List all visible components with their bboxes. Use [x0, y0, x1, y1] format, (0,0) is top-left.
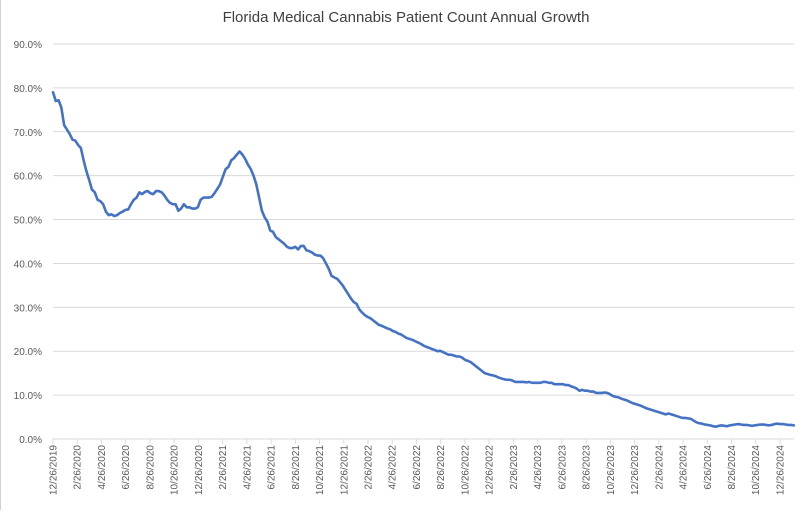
x-tick-label: 2/26/2023 [509, 445, 520, 490]
x-tick-label: 10/26/2021 [315, 445, 326, 495]
x-tick-label: 6/26/2021 [267, 445, 278, 490]
x-tick-label: 4/26/2022 [388, 445, 399, 490]
x-tick-label: 6/26/2023 [557, 445, 568, 490]
x-tick-label: 8/26/2024 [727, 445, 738, 490]
x-tick-label: 2/26/2020 [73, 445, 84, 490]
x-tick-label: 12/26/2022 [485, 445, 496, 495]
y-axis: 0.0% 10.0% 20.0% 30.0% 40.0% 50.0% 60.0% 70.0% 8… [14, 40, 42, 446]
x-tick-label: 8/26/2022 [436, 445, 447, 490]
y-tick-label: 10.0% [14, 391, 42, 402]
x-tick-label: 12/26/2020 [194, 445, 205, 495]
x-tick-label: 10/26/2023 [606, 445, 617, 495]
y-tick-label: 80.0% [14, 84, 42, 95]
window-edge-line [0, 0, 1, 510]
x-tick-label: 10/26/2020 [170, 445, 181, 495]
x-tick-label: 8/26/2021 [291, 445, 302, 490]
x-tick-label: 4/26/2020 [97, 445, 108, 490]
gridlines [53, 43, 794, 396]
x-axis: 12/26/2019 2/26/2020 4/26/2020 6/26/2020 8/2… [49, 438, 794, 495]
x-tick-label: 2/26/2024 [654, 445, 665, 490]
y-tick-label: 90.0% [14, 40, 42, 51]
y-tick-label: 30.0% [14, 303, 42, 314]
y-tick-label: 70.0% [14, 128, 42, 139]
x-tick-label: 8/26/2020 [145, 445, 156, 490]
x-tick-label: 2/26/2021 [218, 445, 229, 490]
y-tick-label: 60.0% [14, 172, 42, 183]
x-tick-label: 4/26/2021 [242, 445, 253, 490]
y-tick-label: 40.0% [14, 259, 42, 270]
y-tick-label: 0.0% [19, 435, 42, 446]
x-tick-label: 12/26/2024 [775, 445, 786, 495]
x-tick-label: 6/26/2022 [412, 445, 423, 490]
x-tick-label: 12/26/2023 [630, 445, 641, 495]
series-line [51, 90, 796, 429]
x-tick-label: 10/26/2024 [751, 445, 762, 495]
x-tick-label: 8/26/2023 [582, 445, 593, 490]
x-tick-label: 12/26/2021 [339, 445, 350, 495]
x-tick-label: 6/26/2020 [121, 445, 132, 490]
x-tick-label: 4/26/2024 [679, 445, 690, 490]
x-tick-label: 12/26/2019 [49, 445, 60, 495]
x-tick-label: 4/26/2023 [533, 445, 544, 490]
chart-title: Florida Medical Cannabis Patient Count A… [223, 9, 590, 26]
x-tick-label: 10/26/2022 [460, 445, 471, 495]
x-tick-label: 2/26/2022 [364, 445, 375, 490]
x-tick-label: 6/26/2024 [703, 445, 714, 490]
y-tick-label: 20.0% [14, 347, 42, 358]
series-layer [51, 90, 796, 429]
y-tick-label: 50.0% [14, 216, 42, 227]
